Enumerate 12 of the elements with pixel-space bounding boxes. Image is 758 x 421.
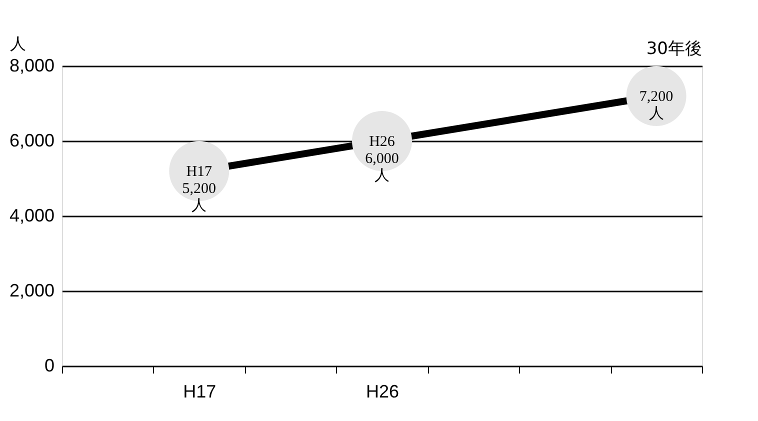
data-label: H17 5,200 人: [182, 164, 216, 214]
y-axis-title: 人: [10, 34, 26, 53]
data-label: H26 6,000 人: [365, 134, 399, 184]
y-tick-label: 2,000: [9, 280, 54, 300]
x-tick-label: H17: [183, 382, 216, 402]
y-tick-label: 8,000: [9, 56, 54, 76]
y-tick-label: 0: [44, 356, 54, 376]
y-tick-label: 6,000: [9, 130, 54, 150]
text: 30年後: [646, 39, 702, 59]
x-tick-label: H26: [366, 382, 400, 402]
y-tick-label: 4,000: [9, 206, 54, 226]
data-label: 7,200 人: [639, 89, 674, 122]
